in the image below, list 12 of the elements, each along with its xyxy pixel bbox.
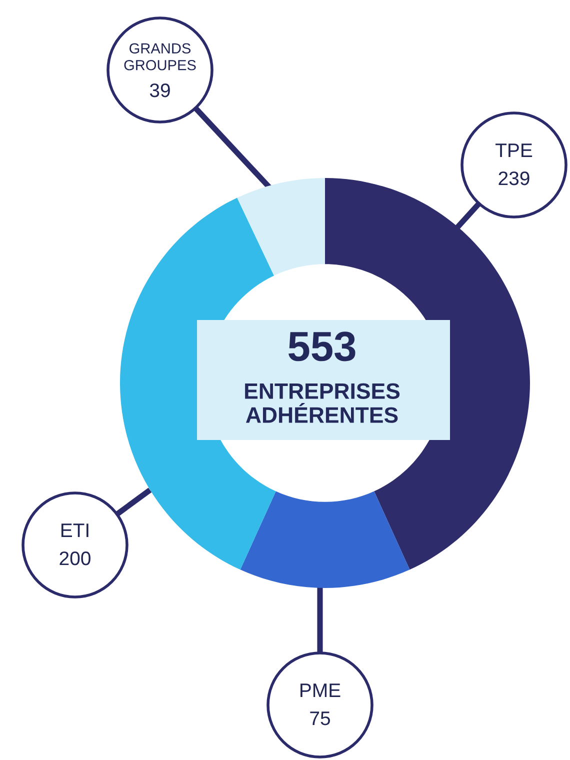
donut-slice	[240, 491, 410, 588]
slice-label: GRANDS GROUPES	[124, 43, 196, 70]
data-label: 239	[498, 171, 530, 186]
data-label: 39	[150, 83, 170, 98]
slice-label: TPE	[496, 144, 532, 158]
slice-label: ETI	[61, 524, 88, 538]
donut-slice	[237, 178, 325, 276]
data-label: 75	[310, 712, 330, 726]
text: ENTREPRISES ADHÉRENTES	[245, 383, 400, 423]
slice-label: PME	[300, 684, 340, 698]
data-label: 200	[60, 551, 90, 566]
text: 553	[288, 332, 356, 362]
